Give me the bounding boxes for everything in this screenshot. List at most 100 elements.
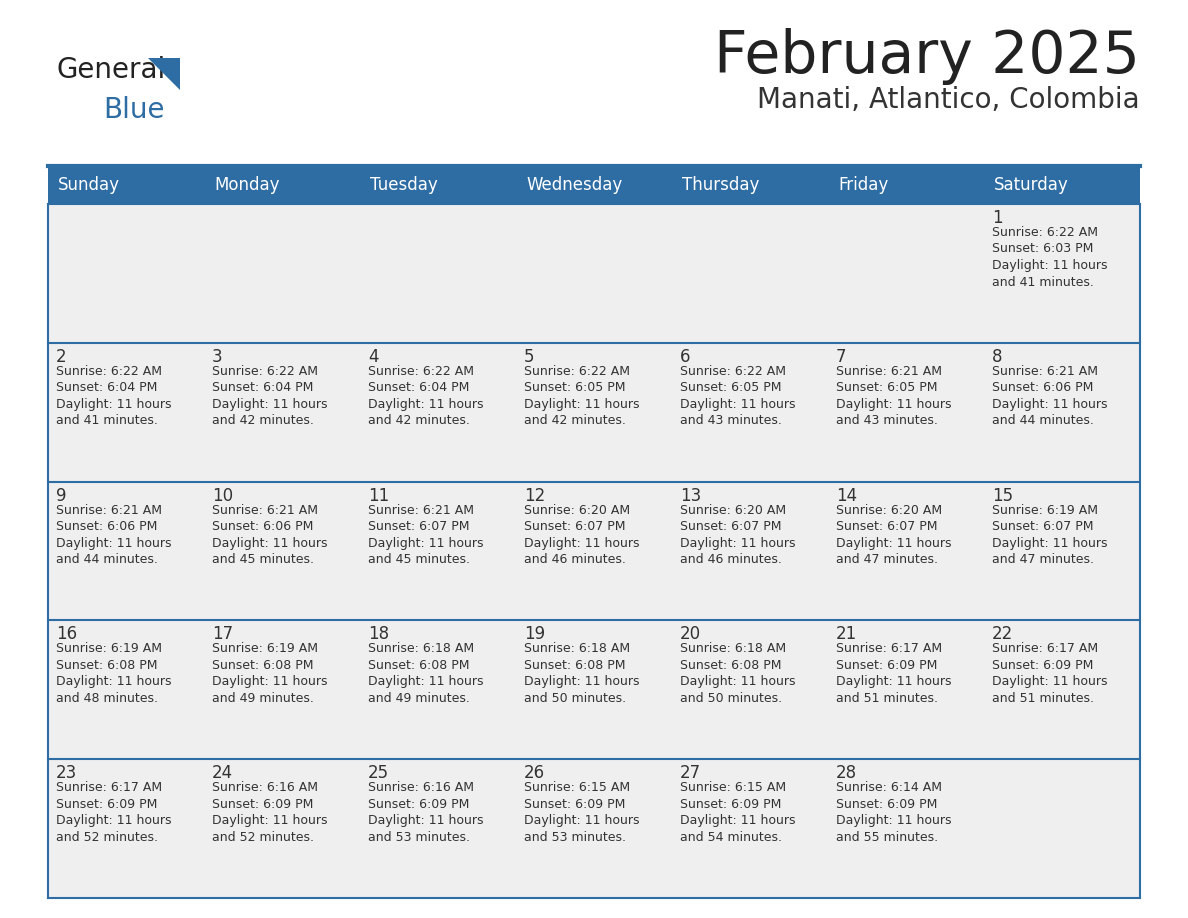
Text: 18: 18 (368, 625, 390, 644)
Text: and 52 minutes.: and 52 minutes. (56, 831, 158, 844)
Text: Sunset: 6:07 PM: Sunset: 6:07 PM (992, 521, 1093, 533)
Bar (516, 204, 672, 342)
Bar (48, 759, 204, 898)
Text: Daylight: 11 hours: Daylight: 11 hours (211, 814, 328, 827)
Text: Sunrise: 6:21 AM: Sunrise: 6:21 AM (992, 364, 1098, 378)
Bar (984, 204, 1140, 342)
Text: 20: 20 (680, 625, 701, 644)
Text: and 43 minutes.: and 43 minutes. (836, 414, 937, 427)
Text: Friday: Friday (838, 176, 889, 194)
Text: Sunrise: 6:22 AM: Sunrise: 6:22 AM (56, 364, 162, 378)
Bar (360, 621, 516, 759)
Text: 16: 16 (56, 625, 77, 644)
Text: Daylight: 11 hours: Daylight: 11 hours (368, 397, 484, 410)
Text: and 41 minutes.: and 41 minutes. (56, 414, 158, 427)
Text: Sunrise: 6:16 AM: Sunrise: 6:16 AM (368, 781, 474, 794)
Text: General: General (56, 56, 165, 84)
Text: Daylight: 11 hours: Daylight: 11 hours (680, 537, 796, 550)
Text: Daylight: 11 hours: Daylight: 11 hours (56, 537, 171, 550)
Bar (48, 166, 1140, 204)
Text: 5: 5 (524, 348, 535, 365)
Text: Saturday: Saturday (994, 176, 1069, 194)
Text: and 46 minutes.: and 46 minutes. (680, 554, 782, 566)
Bar (672, 621, 828, 759)
Text: 9: 9 (56, 487, 67, 505)
Text: Sunset: 6:09 PM: Sunset: 6:09 PM (836, 659, 937, 672)
Text: Sunrise: 6:18 AM: Sunrise: 6:18 AM (524, 643, 630, 655)
Text: 15: 15 (992, 487, 1013, 505)
Text: and 47 minutes.: and 47 minutes. (992, 554, 1094, 566)
Text: Sunrise: 6:19 AM: Sunrise: 6:19 AM (56, 643, 162, 655)
Text: 27: 27 (680, 764, 701, 782)
Text: and 55 minutes.: and 55 minutes. (836, 831, 939, 844)
Text: and 47 minutes.: and 47 minutes. (836, 554, 939, 566)
Text: and 46 minutes.: and 46 minutes. (524, 554, 626, 566)
Polygon shape (148, 58, 181, 90)
Text: 12: 12 (524, 487, 545, 505)
Text: Daylight: 11 hours: Daylight: 11 hours (992, 676, 1107, 688)
Bar (360, 204, 516, 342)
Text: and 52 minutes.: and 52 minutes. (211, 831, 314, 844)
Text: 8: 8 (992, 348, 1003, 365)
Text: Sunrise: 6:18 AM: Sunrise: 6:18 AM (368, 643, 474, 655)
Bar (672, 482, 828, 621)
Text: Thursday: Thursday (682, 176, 759, 194)
Text: Sunrise: 6:21 AM: Sunrise: 6:21 AM (211, 504, 318, 517)
Text: Sunset: 6:05 PM: Sunset: 6:05 PM (524, 381, 626, 395)
Text: 10: 10 (211, 487, 233, 505)
Text: 26: 26 (524, 764, 545, 782)
Text: and 42 minutes.: and 42 minutes. (211, 414, 314, 427)
Text: Sunset: 6:07 PM: Sunset: 6:07 PM (680, 521, 782, 533)
Text: Daylight: 11 hours: Daylight: 11 hours (368, 676, 484, 688)
Text: Sunset: 6:09 PM: Sunset: 6:09 PM (56, 798, 157, 811)
Text: Daylight: 11 hours: Daylight: 11 hours (836, 814, 952, 827)
Bar (516, 342, 672, 482)
Bar (48, 204, 204, 342)
Text: Daylight: 11 hours: Daylight: 11 hours (836, 676, 952, 688)
Text: Daylight: 11 hours: Daylight: 11 hours (56, 676, 171, 688)
Text: Sunset: 6:08 PM: Sunset: 6:08 PM (680, 659, 782, 672)
Text: and 48 minutes.: and 48 minutes. (56, 692, 158, 705)
Bar (204, 482, 360, 621)
Text: Sunset: 6:08 PM: Sunset: 6:08 PM (56, 659, 158, 672)
Bar (672, 204, 828, 342)
Text: 23: 23 (56, 764, 77, 782)
Text: Sunset: 6:09 PM: Sunset: 6:09 PM (211, 798, 314, 811)
Text: Daylight: 11 hours: Daylight: 11 hours (211, 397, 328, 410)
Text: Monday: Monday (214, 176, 279, 194)
Text: Sunday: Sunday (58, 176, 120, 194)
Text: Sunset: 6:05 PM: Sunset: 6:05 PM (680, 381, 782, 395)
Text: Sunrise: 6:22 AM: Sunrise: 6:22 AM (992, 226, 1098, 239)
Text: Daylight: 11 hours: Daylight: 11 hours (836, 537, 952, 550)
Text: Sunset: 6:09 PM: Sunset: 6:09 PM (368, 798, 469, 811)
Text: Daylight: 11 hours: Daylight: 11 hours (211, 676, 328, 688)
Text: Sunrise: 6:20 AM: Sunrise: 6:20 AM (524, 504, 630, 517)
Text: Sunrise: 6:22 AM: Sunrise: 6:22 AM (680, 364, 786, 378)
Text: Sunrise: 6:21 AM: Sunrise: 6:21 AM (368, 504, 474, 517)
Text: Sunrise: 6:15 AM: Sunrise: 6:15 AM (524, 781, 630, 794)
Text: Sunset: 6:04 PM: Sunset: 6:04 PM (56, 381, 157, 395)
Bar (204, 342, 360, 482)
Bar (828, 759, 984, 898)
Text: Daylight: 11 hours: Daylight: 11 hours (992, 537, 1107, 550)
Text: Daylight: 11 hours: Daylight: 11 hours (368, 814, 484, 827)
Text: Daylight: 11 hours: Daylight: 11 hours (56, 814, 171, 827)
Text: 7: 7 (836, 348, 847, 365)
Text: Sunrise: 6:17 AM: Sunrise: 6:17 AM (836, 643, 942, 655)
Text: 25: 25 (368, 764, 390, 782)
Text: and 51 minutes.: and 51 minutes. (992, 692, 1094, 705)
Bar (48, 482, 204, 621)
Text: and 49 minutes.: and 49 minutes. (211, 692, 314, 705)
Bar (360, 482, 516, 621)
Text: 19: 19 (524, 625, 545, 644)
Text: Sunset: 6:06 PM: Sunset: 6:06 PM (56, 521, 157, 533)
Text: Daylight: 11 hours: Daylight: 11 hours (524, 814, 639, 827)
Text: Sunset: 6:09 PM: Sunset: 6:09 PM (680, 798, 782, 811)
Text: Sunrise: 6:15 AM: Sunrise: 6:15 AM (680, 781, 786, 794)
Bar (828, 204, 984, 342)
Text: 2: 2 (56, 348, 67, 365)
Bar (828, 342, 984, 482)
Text: Sunset: 6:08 PM: Sunset: 6:08 PM (211, 659, 314, 672)
Text: Manati, Atlantico, Colombia: Manati, Atlantico, Colombia (758, 86, 1140, 114)
Text: Daylight: 11 hours: Daylight: 11 hours (680, 397, 796, 410)
